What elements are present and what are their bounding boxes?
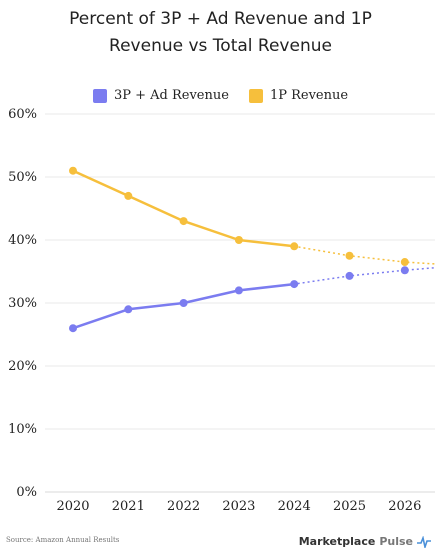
legend-label-1p: 1P Revenue bbox=[269, 88, 349, 103]
data-point-1p bbox=[124, 191, 133, 200]
data-point-3p-ad bbox=[124, 305, 133, 314]
brand-name: Marketplace bbox=[298, 535, 376, 548]
chart-title-line-1: Percent of 3P + Ad Revenue and 1P bbox=[69, 9, 372, 29]
data-point-1p bbox=[400, 258, 409, 267]
data-point-1p bbox=[179, 217, 188, 226]
x-tick-label: 2020 bbox=[56, 499, 89, 514]
series-line-3p-ad bbox=[72, 282, 295, 330]
data-point-3p-ad bbox=[400, 266, 409, 275]
data-point-1p bbox=[345, 251, 354, 260]
legend-swatch-1p bbox=[248, 88, 263, 103]
brand-name-suffix: Pulse bbox=[379, 535, 413, 548]
y-tick-label: 50% bbox=[8, 170, 37, 185]
x-tick-label: 2025 bbox=[333, 499, 366, 514]
source-note: Source: Amazon Annual Results bbox=[6, 536, 120, 544]
y-tick-label: 20% bbox=[8, 359, 37, 374]
data-point-1p bbox=[234, 236, 243, 244]
data-point-3p-ad bbox=[179, 299, 188, 307]
pulse-icon bbox=[417, 535, 431, 548]
legend-item-3p-ad[interactable]: 3P + Ad Revenue bbox=[92, 88, 229, 103]
data-point-3p-ad bbox=[69, 324, 77, 333]
data-point-3p-ad bbox=[345, 271, 354, 280]
trend-line-3p-ad bbox=[72, 266, 436, 329]
series-line-1p bbox=[72, 169, 295, 248]
x-tick-label: 2026 bbox=[388, 499, 421, 514]
trend-line-1p bbox=[72, 170, 436, 265]
data-point-1p bbox=[69, 166, 77, 175]
brand-logo: Marketplace Pulse bbox=[299, 535, 431, 548]
data-point-3p-ad bbox=[290, 280, 299, 289]
data-point-3p-ad bbox=[234, 286, 243, 295]
legend-swatch-3p-ad bbox=[92, 88, 107, 103]
x-tick-label: 2022 bbox=[167, 499, 200, 514]
y-tick-label: 60% bbox=[8, 107, 37, 122]
x-tick-label: 2024 bbox=[278, 499, 311, 514]
y-tick-label: 10% bbox=[8, 422, 37, 437]
chart-legend: 3P + Ad Revenue 1P Revenue bbox=[0, 88, 441, 103]
x-tick-label: 2021 bbox=[112, 499, 145, 514]
x-tick-label: 2023 bbox=[222, 499, 255, 514]
y-tick-label: 40% bbox=[8, 233, 37, 248]
chart-title: Percent of 3P + Ad Revenue and 1P Revenu… bbox=[0, 6, 441, 60]
chart-title-line-2: Revenue vs Total Revenue bbox=[109, 36, 332, 56]
legend-item-1p[interactable]: 1P Revenue bbox=[248, 88, 349, 103]
y-tick-label: 0% bbox=[16, 485, 37, 500]
legend-label-3p-ad: 3P + Ad Revenue bbox=[113, 88, 229, 103]
data-point-1p bbox=[290, 242, 299, 251]
y-tick-label: 30% bbox=[8, 296, 37, 311]
